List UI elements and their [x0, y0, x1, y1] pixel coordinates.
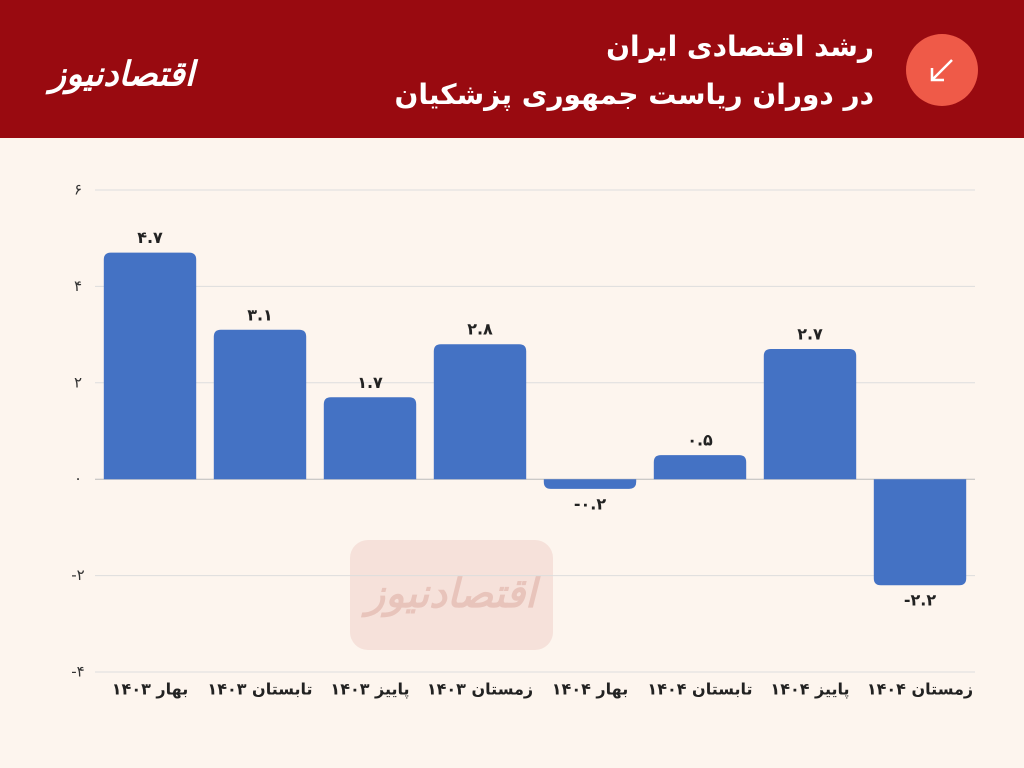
- value-label: ۲.۸: [467, 320, 493, 339]
- bar: [873, 479, 967, 586]
- value-label: -۲.۲: [904, 591, 936, 610]
- chart-title: رشد اقتصادی ایران: [606, 30, 874, 63]
- bar: [213, 329, 307, 480]
- x-tick-label: تابستان ۱۴۰۴: [647, 680, 752, 699]
- header-icon-arrow: [930, 59, 953, 82]
- y-tick-label: ۲: [74, 373, 82, 391]
- bar: [763, 349, 857, 480]
- value-label: ۳.۱: [247, 305, 273, 324]
- value-label: ۴.۷: [137, 228, 163, 247]
- bar: [103, 252, 197, 480]
- bar: [433, 344, 527, 480]
- value-label: -۰.۲: [574, 494, 606, 513]
- x-tick-label: بهار ۱۴۰۳: [112, 680, 188, 699]
- watermark: اقتصادنیوز: [361, 571, 541, 618]
- value-label: ۲.۷: [797, 325, 823, 344]
- y-tick-label: ۰: [74, 470, 82, 488]
- y-tick-label: -۲: [71, 566, 84, 584]
- y-tick-label: -۴: [71, 663, 84, 681]
- bar: [653, 455, 747, 480]
- x-tick-label: زمستان ۱۴۰۳: [427, 680, 533, 699]
- x-tick-label: پاییز ۱۴۰۳: [330, 680, 409, 700]
- y-tick-label: ۴: [74, 277, 82, 295]
- x-tick-label: پاییز ۱۴۰۴: [770, 680, 849, 700]
- watermark-box: [350, 540, 553, 650]
- x-tick-label: زمستان ۱۴۰۴: [867, 680, 973, 699]
- bar: [543, 479, 637, 489]
- x-tick-label: تابستان ۱۴۰۳: [207, 680, 312, 699]
- bar: [323, 397, 417, 480]
- value-label: ۱.۷: [357, 373, 383, 392]
- value-label: ۰.۵: [687, 431, 713, 450]
- chart-subtitle: در دوران ریاست جمهوری پزشکیان: [394, 78, 874, 111]
- header-band: [0, 0, 1024, 138]
- y-tick-label: ۶: [74, 181, 82, 199]
- x-tick-label: بهار ۱۴۰۴: [552, 680, 628, 699]
- brand-logo: اقتصادنیوز: [45, 55, 199, 95]
